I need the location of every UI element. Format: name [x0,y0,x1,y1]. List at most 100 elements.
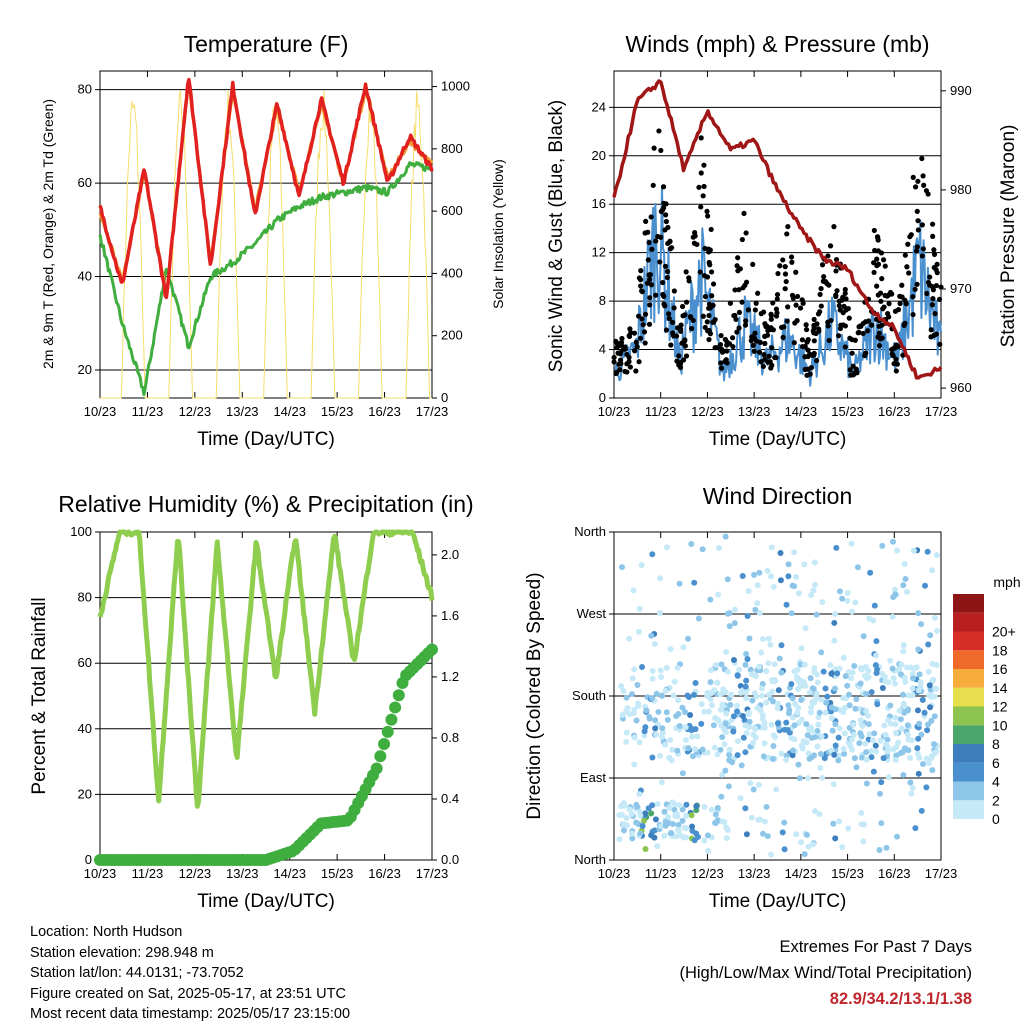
direction-point [804,831,811,838]
direction-point [801,851,808,858]
direction-point [785,573,792,580]
direction-point [631,666,638,673]
precip-point [389,701,402,714]
direction-point [676,802,683,809]
direction-point [871,602,878,609]
wind-y2tick-label: 990 [950,83,972,98]
gust-point [718,365,725,371]
direction-point [795,761,802,768]
gust-point [694,241,700,248]
direction-point [867,569,874,576]
direction-point [807,675,814,682]
direction-point [778,669,785,676]
direction-point [885,774,892,781]
temp-xtick-label: 10/23 [84,404,117,419]
gust-point [865,328,871,334]
gust-point [780,334,786,340]
direction-point [671,678,678,685]
gust-point [698,170,704,176]
direction-point [899,749,906,756]
temp-xtick-label: 17/23 [416,404,449,419]
gust-point [657,259,663,265]
legend-swatch [953,594,984,613]
direction-point [898,725,905,732]
gust-point [708,269,715,275]
direction-point [710,722,717,729]
legend-label: 8 [992,736,1000,752]
direction-point [805,775,812,782]
direction-point [682,724,689,731]
direction-point [909,784,916,791]
direction-point [866,731,873,738]
gust-point [912,184,919,190]
precip-point [374,750,387,763]
direction-point [667,646,674,653]
direction-point [770,743,777,750]
rh-xtick-label: 12/23 [179,866,212,881]
direction-point [902,575,909,582]
gust-point [639,316,645,322]
gust-point [660,184,667,190]
temp-y2tick-label: 0 [441,390,448,405]
gust-point [774,310,780,316]
direction-point [817,751,824,758]
gust-point [617,357,624,363]
rh-xtick-label: 14/23 [273,866,306,881]
dir-xtick-label: 14/23 [785,866,818,881]
direction-point [890,675,897,682]
gust-point [908,232,914,238]
direction-point [722,720,729,727]
gust-point [925,279,932,286]
direction-point [649,695,656,702]
solar-insolation-line [100,90,432,399]
direction-point [884,748,891,755]
gust-point [879,322,885,328]
gust-point [814,321,820,327]
gust-point [921,182,927,188]
direction-point [689,827,696,834]
direction-point [793,573,800,580]
wind-frame [613,70,942,399]
direction-point [849,608,856,615]
gust-point [686,278,692,284]
direction-point [887,657,894,664]
direction-point [763,699,770,706]
direction-point [840,654,847,661]
gust-point [929,284,935,290]
gust-point [660,205,667,211]
direction-point [862,740,869,747]
direction-point [626,806,633,813]
direction-point [881,722,888,729]
gust-point [855,330,861,336]
station-pressure-line [612,79,943,380]
precip-point [385,713,398,726]
direction-point [759,681,766,688]
direction-point [798,645,805,652]
direction-point [808,754,815,761]
direction-point [892,721,899,728]
gust-point [802,354,808,360]
direction-point [892,730,899,737]
gust-point [704,208,710,215]
gust-point [762,333,768,339]
legend-label: 6 [992,755,1000,771]
wind-ytick-label: 0 [599,390,606,405]
temp-2m-line [98,77,434,300]
direction-point [895,739,902,746]
direction-point [919,761,926,768]
direction-point [761,818,768,825]
dir-ytick-label: East [580,770,606,785]
direction-point [631,706,638,713]
gust-point [881,304,887,310]
direction-point [830,781,837,788]
direction-point [618,564,625,571]
direction-point [863,780,870,787]
gust-point [889,351,895,357]
direction-point [717,690,724,697]
direction-point [656,609,663,616]
legend-label: 14 [992,680,1008,696]
gust-point [879,276,885,282]
gust-point [878,298,884,304]
direction-point [853,696,860,703]
direction-point [753,693,760,700]
